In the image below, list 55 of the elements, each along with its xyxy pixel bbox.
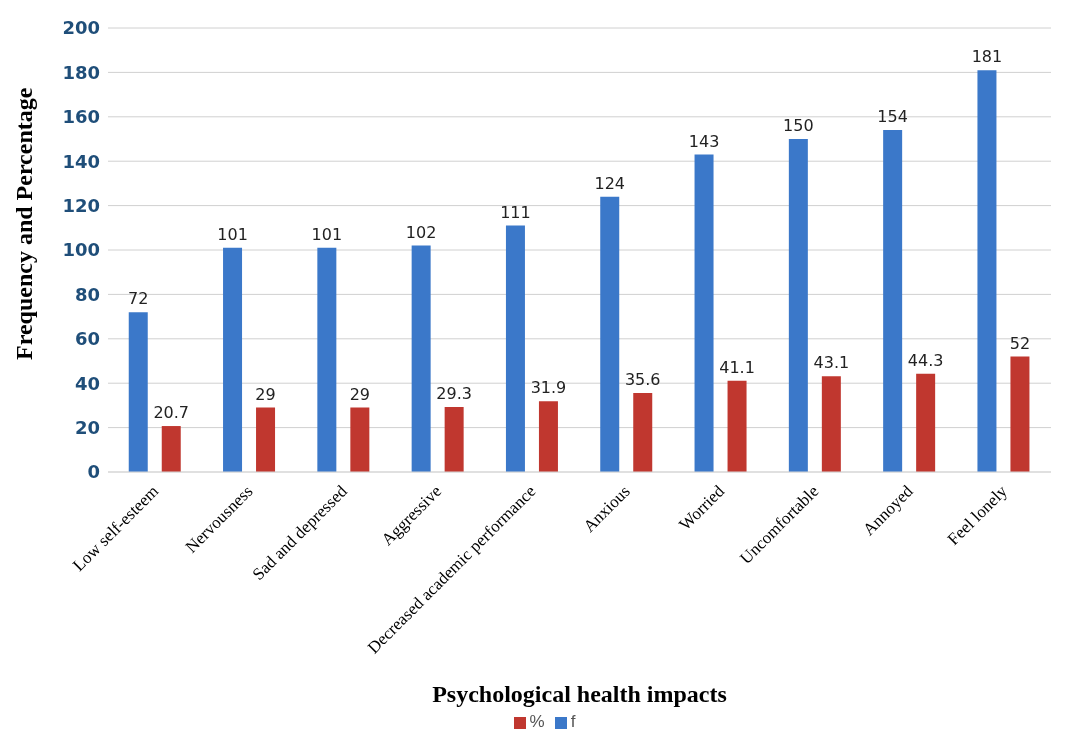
data-label: 101: [311, 224, 343, 244]
data-label: 102: [405, 222, 437, 242]
bar: [916, 373, 936, 472]
bar: [350, 407, 370, 472]
bar: [694, 154, 714, 472]
bar: [161, 426, 181, 472]
bar: [256, 407, 276, 472]
bar: [883, 130, 903, 472]
bar: [977, 70, 997, 472]
bar: [444, 406, 464, 472]
bar: [505, 225, 525, 472]
bar: [633, 392, 653, 472]
data-label: 35.6: [624, 369, 661, 389]
data-label: 20.7: [153, 403, 190, 423]
y-tick-label: 200: [62, 17, 100, 39]
bar: [727, 380, 747, 472]
data-label: 72: [128, 289, 149, 309]
bar: [788, 139, 808, 472]
data-label: 124: [594, 173, 626, 193]
y-tick-label: 140: [62, 150, 100, 172]
y-tick-label: 100: [62, 239, 100, 261]
bar: [600, 196, 620, 472]
bar: [1010, 356, 1030, 472]
bar: [821, 376, 841, 472]
data-label: 41.1: [719, 357, 755, 377]
bar: [538, 401, 558, 472]
y-tick-label: 0: [87, 461, 100, 483]
data-label: 43.1: [813, 353, 850, 373]
bar: [317, 247, 337, 472]
x-axis-title: Psychological health impacts: [432, 681, 727, 707]
data-label: 154: [877, 107, 908, 127]
data-label: 44.3: [907, 350, 944, 370]
data-label: 143: [688, 131, 720, 151]
y-tick-label: 60: [74, 328, 100, 350]
y-axis-title: Frequency and Percentage: [10, 87, 37, 360]
data-label: 150: [783, 116, 814, 135]
data-label: 31.9: [530, 378, 567, 398]
y-tick-label: 160: [62, 106, 100, 128]
legend-label: f: [570, 712, 576, 731]
bar: [223, 247, 243, 472]
data-label: 181: [971, 47, 1003, 67]
data-label: 52: [1009, 333, 1031, 353]
y-tick-label: 20: [74, 416, 100, 438]
y-tick-label: 40: [74, 372, 100, 394]
data-label: 29: [255, 384, 276, 404]
y-tick-label: 180: [62, 61, 100, 83]
data-label: 29: [349, 384, 371, 404]
data-label: 29.3: [436, 383, 472, 403]
bar: [128, 312, 148, 472]
data-label: 101: [217, 224, 248, 244]
bar: [411, 245, 431, 472]
data-label: 111: [500, 202, 531, 222]
legend-label: %: [529, 712, 545, 731]
y-tick-label: 80: [74, 283, 100, 305]
y-tick-label: 120: [62, 194, 100, 216]
